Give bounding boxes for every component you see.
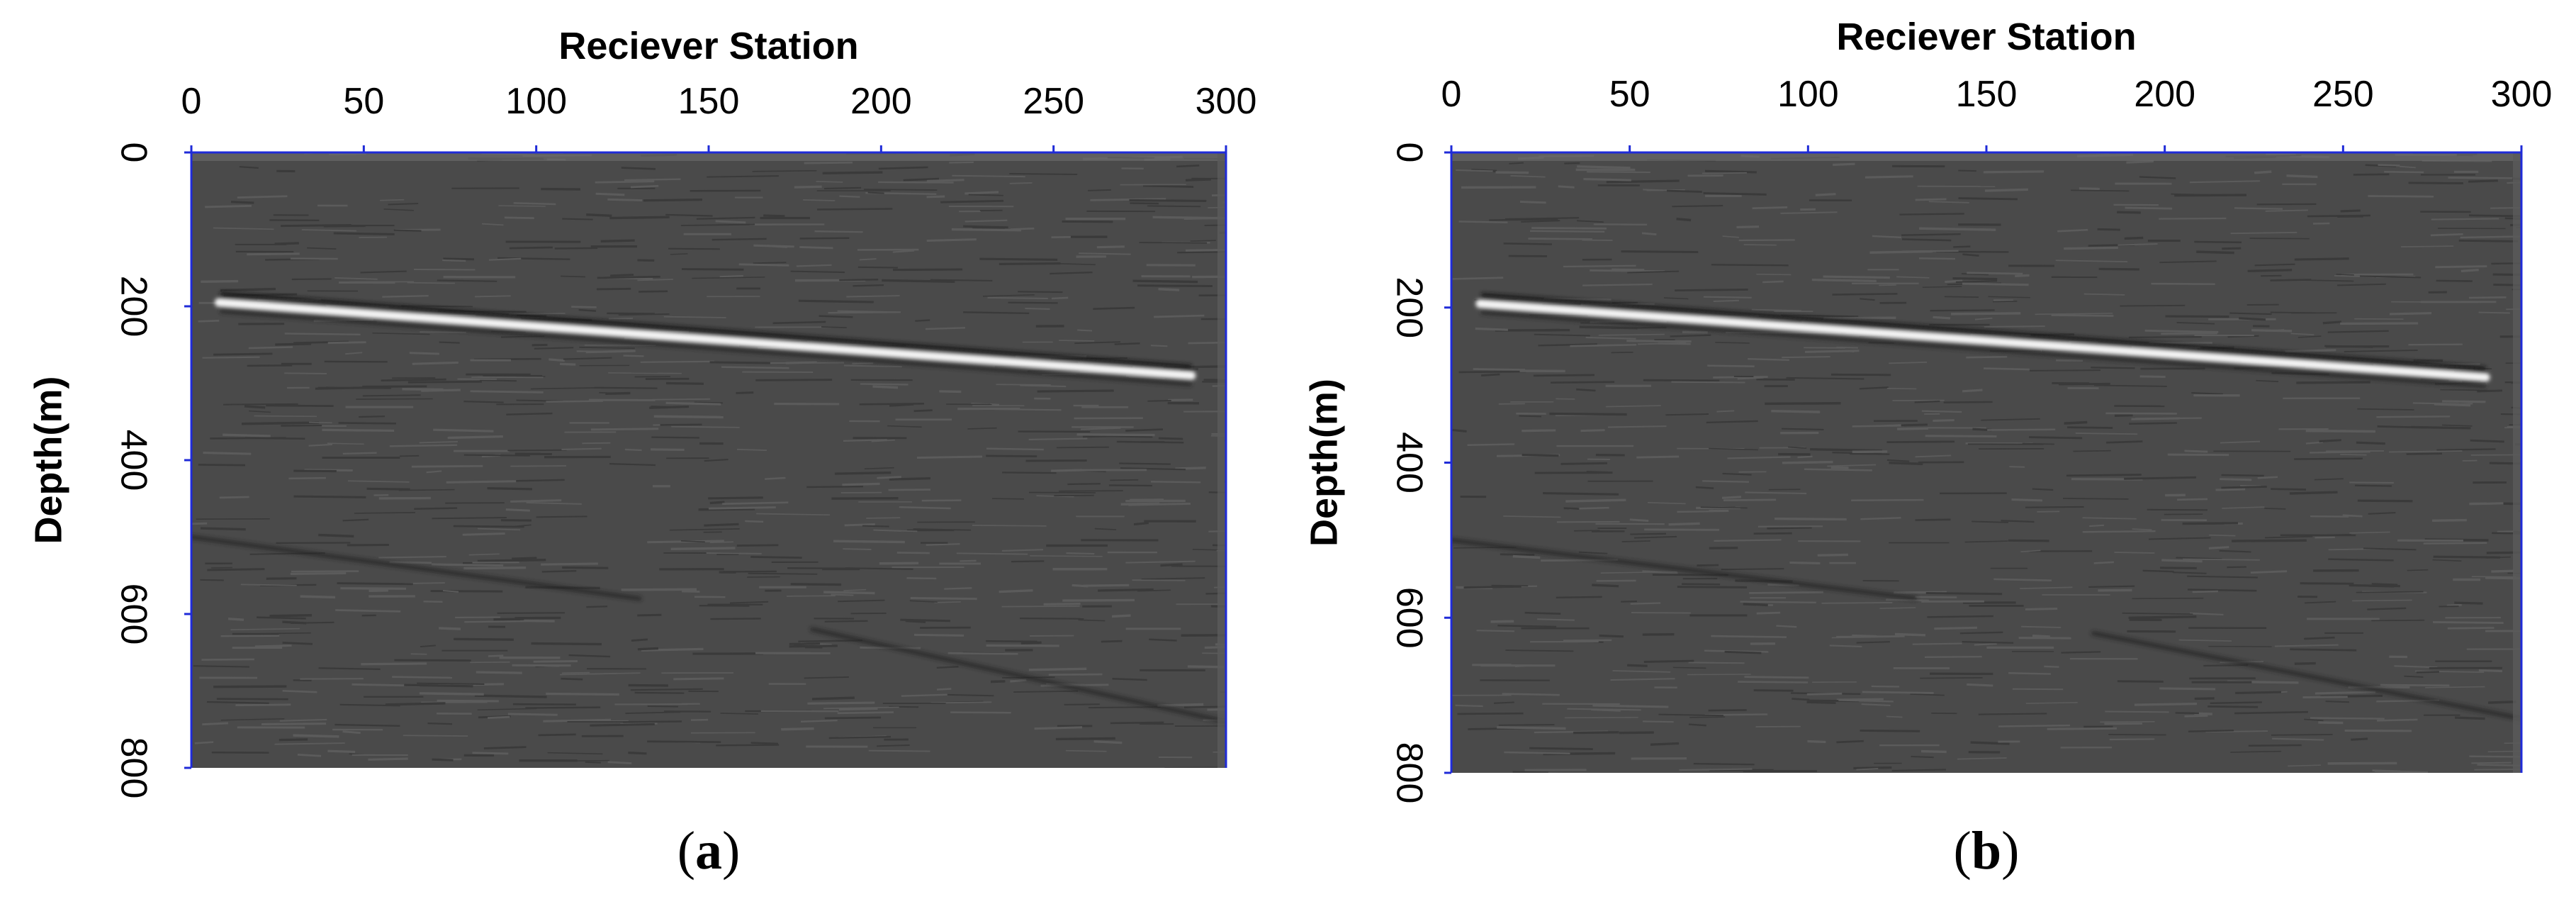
reflector-shadow xyxy=(1481,292,2486,372)
panel-caption: (a) xyxy=(677,821,741,881)
reflector-shadow xyxy=(220,291,1192,370)
dipping-reflector-0 xyxy=(214,298,1196,380)
y-tick-label: 200 xyxy=(113,276,154,337)
x-tick-label: 100 xyxy=(1777,74,1839,115)
surface-band xyxy=(191,152,1226,161)
reflector-shadow xyxy=(220,308,1192,386)
x-tick-label: 0 xyxy=(1441,74,1462,115)
surface-band xyxy=(1451,152,2521,161)
y-tick-label: 200 xyxy=(1388,277,1429,338)
seismic-image xyxy=(1451,152,2521,773)
x-tick-label: 50 xyxy=(343,81,384,122)
panel-caption: (b) xyxy=(1954,821,2020,881)
x-tick-label: 200 xyxy=(850,81,912,122)
y-tick-label: 600 xyxy=(113,584,154,645)
x-tick-label: 300 xyxy=(2491,74,2553,115)
x-tick-label: 0 xyxy=(181,81,202,122)
diving-artifact-4 xyxy=(2091,631,2521,721)
y-tick-label: 400 xyxy=(1388,432,1429,493)
x-tick-label: 50 xyxy=(1609,74,1650,115)
diving-artifact-3 xyxy=(1451,537,1918,601)
x-tick-label: 300 xyxy=(1196,81,1257,122)
y-tick-label: 800 xyxy=(1388,742,1429,804)
x-tick-label: 200 xyxy=(2134,74,2195,115)
y-tick-label: 800 xyxy=(113,737,154,799)
chart-a-svg: 0 50 100 150 200 250 300 0 200 400 600 800 Reciever … xyxy=(27,25,1257,881)
y-axis-title: Depth(m) xyxy=(27,376,69,545)
x-tick-label: 250 xyxy=(1023,81,1084,122)
diving-artifact-3 xyxy=(191,535,642,601)
y-axis-title: Depth(m) xyxy=(1303,379,1345,547)
image-edge xyxy=(1217,152,1226,768)
x-axis-title: Reciever Station xyxy=(1836,16,2136,58)
x-axis-title: Reciever Station xyxy=(558,25,858,67)
panel-a: 0 50 100 150 200 250 300 0 200 400 600 800 Reciever … xyxy=(27,25,1257,881)
y-tick-label: 0 xyxy=(1388,143,1429,163)
diving-artifact-4 xyxy=(810,627,1226,724)
x-tick-label: 150 xyxy=(678,81,740,122)
seismic-image xyxy=(191,152,1226,768)
x-tick-label: 250 xyxy=(2312,74,2374,115)
image-background xyxy=(1451,152,2521,773)
y-tick-label: 0 xyxy=(113,143,154,163)
image-edge xyxy=(2513,152,2521,773)
x-tick-label: 100 xyxy=(505,81,567,122)
dipping-reflector-0 xyxy=(1475,299,2490,382)
y-tick-label: 400 xyxy=(113,430,154,491)
panel-b: 0 50 100 150 200 250 300 0 200 400 600 800 Reciever … xyxy=(1276,0,2576,904)
x-tick-label: 150 xyxy=(1956,74,2018,115)
reflector-shadow xyxy=(1481,310,2486,389)
chart-b-svg: 0 50 100 150 200 250 300 0 200 400 600 800 Reciever … xyxy=(1303,16,2553,881)
y-tick-label: 600 xyxy=(1388,587,1429,649)
